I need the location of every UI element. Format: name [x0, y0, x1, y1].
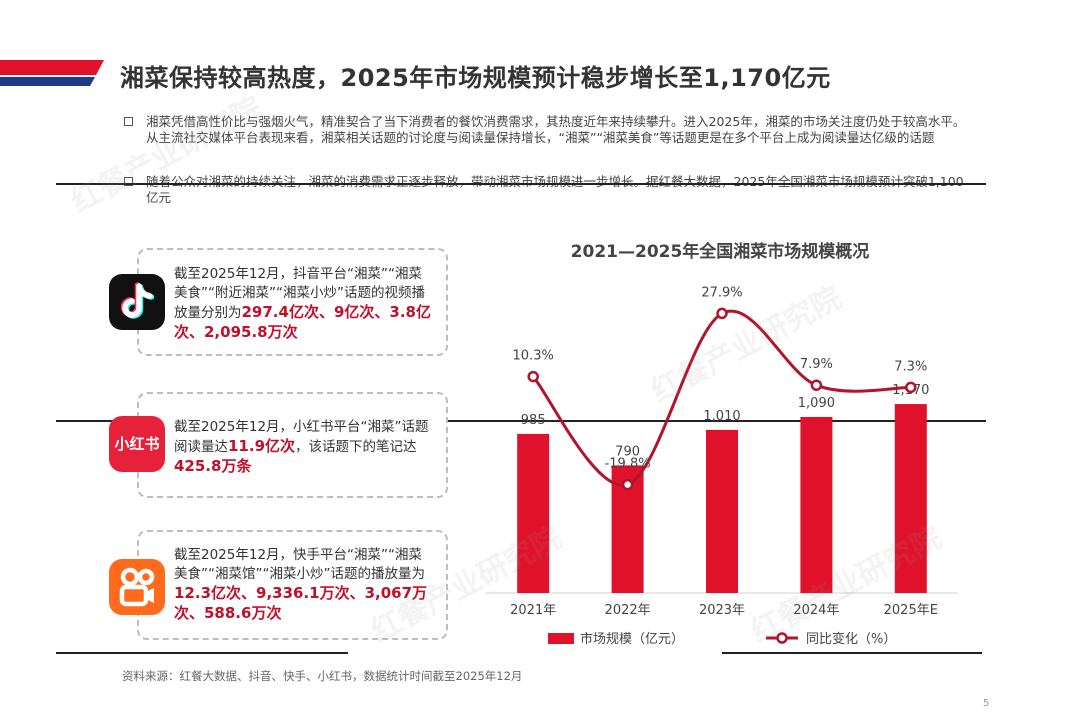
bullet-point: 湘菜凭借高性价比与强烟火气，精准契合了当下消费者的餐饮消费需求，其热度近年来持续…	[124, 114, 974, 146]
xiaohongshu-logo-text: 小红书	[114, 435, 160, 453]
legend-bar-label: 市场规模（亿元）	[580, 631, 684, 647]
bar	[894, 404, 927, 593]
x-tick-label: 2021年	[510, 603, 556, 618]
chart-title: 2021—2025年全国湘菜市场规模概况	[571, 241, 870, 262]
bar-value-label: 1,090	[798, 396, 835, 411]
legend-bar-swatch	[548, 633, 574, 644]
title-banner-stripe	[0, 60, 104, 86]
divider-line	[56, 183, 986, 185]
legend-line-marker	[776, 632, 788, 644]
legend-line-label: 同比变化（%）	[806, 631, 896, 647]
growth-value-label: 7.3%	[894, 359, 927, 374]
growth-value-label: 10.3%	[513, 349, 554, 364]
bar-value-label: 1,010	[703, 409, 740, 424]
bar-value-label: 985	[521, 413, 546, 428]
divider-line	[56, 420, 986, 422]
page-title: 湘菜保持较高热度，2025年市场规模预计稳步增长至1,170亿元	[120, 64, 831, 92]
bullet-square-icon	[124, 177, 133, 186]
divider-line	[722, 652, 982, 654]
card-highlight: 425.8万条	[174, 457, 252, 475]
growth-point	[905, 381, 917, 394]
growth-point	[716, 307, 728, 320]
kuaishou-icon	[109, 559, 165, 615]
card-text: 截至2025年12月，抖音平台“湘菜”“湘菜美食”“附近湘菜”“湘菜小炒”话题的…	[174, 266, 431, 341]
bar	[706, 429, 738, 593]
growth-point	[527, 370, 539, 383]
xiaohongshu-stats-card: 截至2025年12月，小红书平台“湘菜”话题阅读量达11.9亿次，该话题下的笔记…	[137, 392, 448, 498]
growth-value-label: 7.9%	[800, 357, 833, 372]
bar	[800, 416, 833, 593]
bullet-square-icon	[124, 117, 133, 126]
x-tick-label: 2025年E	[884, 603, 938, 618]
market-size-chart: 2021—2025年全国湘菜市场规模概况 985 2021年 790 2022年 1,0…	[486, 241, 958, 647]
page-number: 5	[983, 698, 990, 709]
growth-value-label: 27.9%	[701, 285, 742, 300]
growth-point	[810, 379, 823, 391]
x-tick-label: 2023年	[699, 603, 745, 618]
bar-value-label: 790	[615, 444, 640, 459]
douyin-icon	[109, 274, 165, 330]
source-note: 资料来源：红餐大数据、抖音、快手、小红书，数据统计时间截至2025年12月	[122, 669, 523, 683]
douyin-stats-card: 截至2025年12月，抖音平台“湘菜”“湘菜美食”“附近湘菜”“湘菜小炒”话题的…	[137, 248, 448, 356]
growth-point	[621, 478, 634, 491]
xiaohongshu-icon: 小红书	[109, 416, 165, 472]
card-highlight: 297.4亿次、9亿次、3.8亿次、2,095.8万次	[174, 303, 431, 341]
x-tick-label: 2024年	[793, 603, 839, 618]
card-highlight: 12.3亿次、9,336.1万次、3,067万次、588.6万次	[174, 584, 428, 622]
bullet-text: 随着公众对湘菜的持续关注，湘菜的消费需求正逐步释放，带动湘菜市场规模进一步增长。…	[146, 174, 964, 205]
growth-value-label: -19.8%	[605, 457, 651, 472]
divider-line	[56, 652, 348, 654]
bullet-text: 湘菜凭借高性价比与强烟火气，精准契合了当下消费者的餐饮消费需求，其热度近年来持续…	[146, 114, 966, 145]
card-text: 截至2025年12月，快手平台“湘菜”“湘菜美食”“湘菜馆”“湘菜小炒”话题的播…	[174, 547, 428, 622]
kuaishou-stats-card: 截至2025年12月，快手平台“湘菜”“湘菜美食”“湘菜馆”“湘菜小炒”话题的播…	[137, 530, 448, 640]
bullet-point: 随着公众对湘菜的持续关注，湘菜的消费需求正逐步释放，带动湘菜市场规模进一步增长。…	[124, 174, 974, 206]
card-highlight: 11.9亿次	[228, 437, 296, 455]
x-tick-label: 2022年	[605, 603, 651, 618]
bar	[517, 433, 550, 593]
growth-line	[532, 309, 911, 487]
card-text: 截至2025年12月，小红书平台“湘菜”话题阅读量达11.9亿次，该话题下的笔记…	[174, 419, 429, 475]
